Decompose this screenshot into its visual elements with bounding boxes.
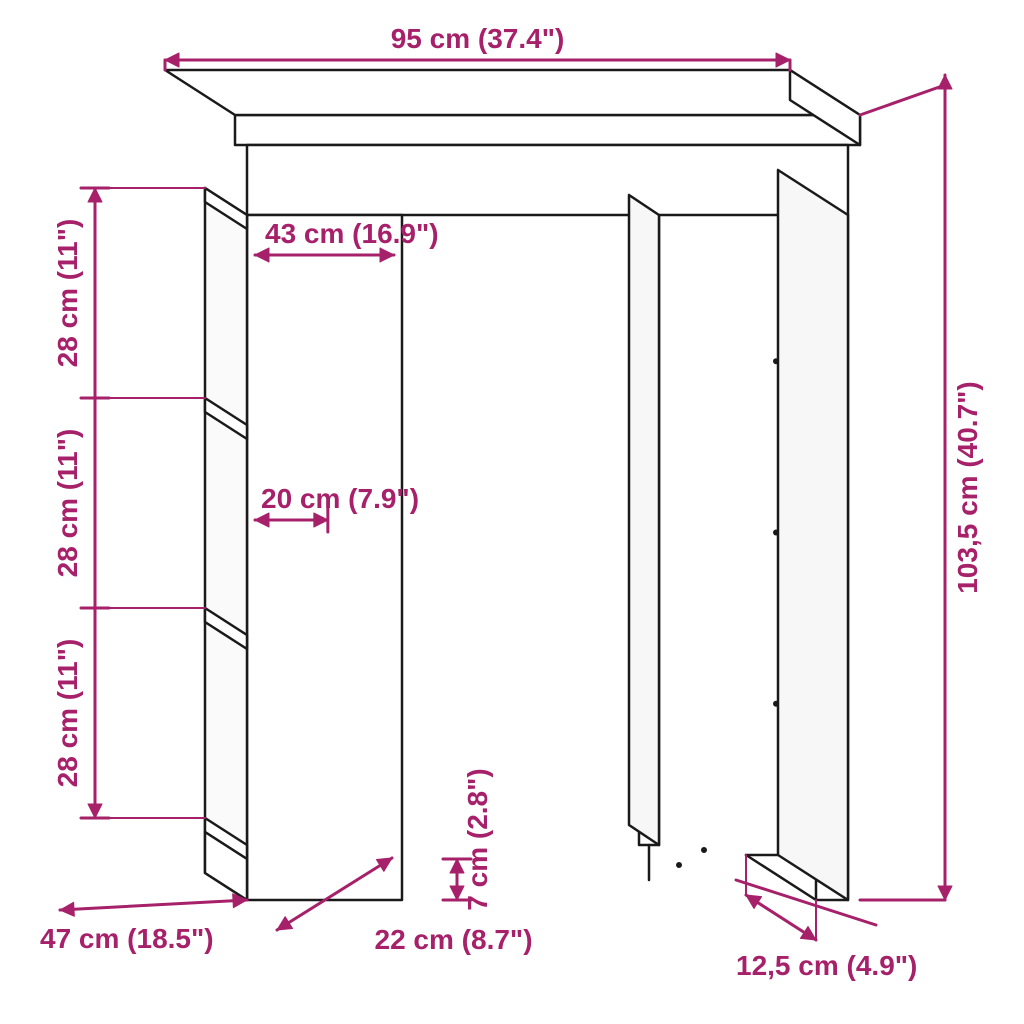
dim-shelf3_h: 28 cm (11") bbox=[52, 639, 83, 788]
dim-width-top: 95 cm (37.4") bbox=[391, 23, 565, 54]
dim-shelf2_h: 28 cm (11") bbox=[52, 429, 83, 578]
dim-shelf1_h: 28 cm (11") bbox=[52, 219, 83, 368]
dim-inner-top: 43 cm (16.9") bbox=[265, 218, 439, 249]
dim-depth: 47 cm (18.5") bbox=[40, 923, 214, 954]
dim-height-right: 103,5 cm (40.7") bbox=[952, 381, 983, 594]
dim-toe-h: 7 cm (2.8") bbox=[462, 768, 493, 910]
dim-inner-mid: 20 cm (7.9") bbox=[261, 483, 419, 514]
dim-leg-depth: 12,5 cm (4.9") bbox=[736, 950, 917, 981]
dim-shelf-depth: 22 cm (8.7") bbox=[375, 924, 533, 955]
